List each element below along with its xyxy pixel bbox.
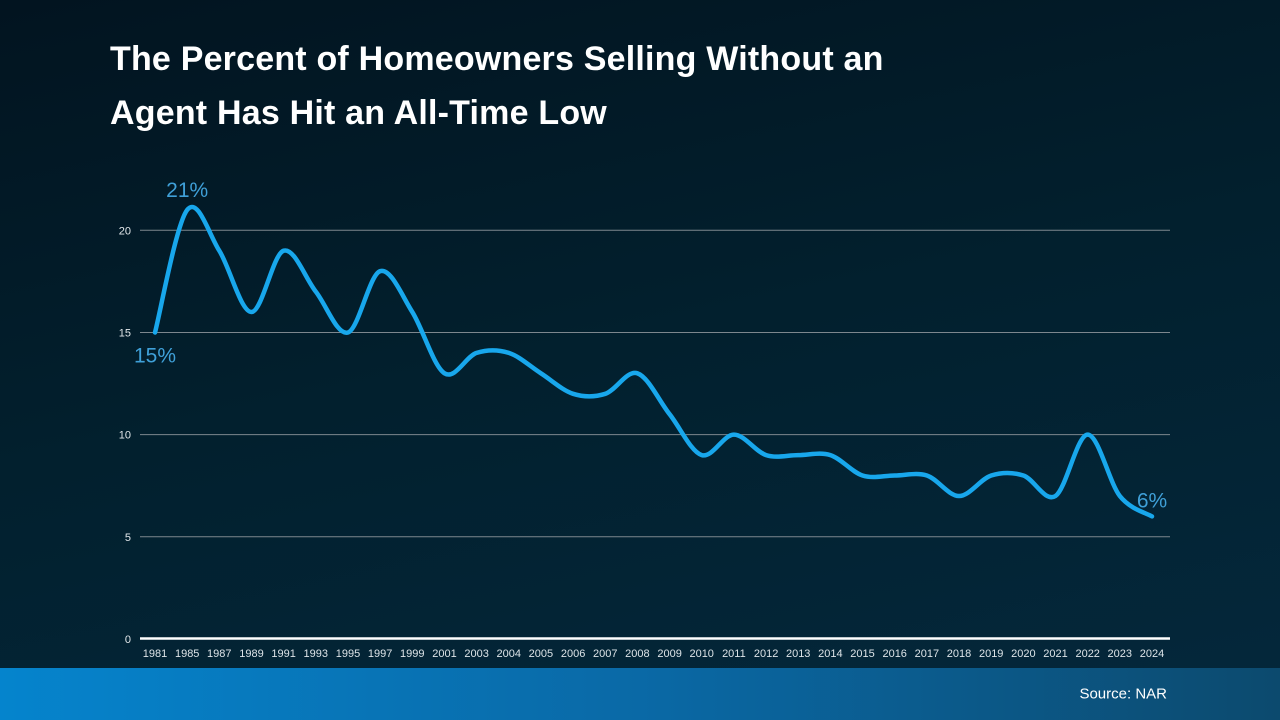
x-tick-label-2016: 2016 xyxy=(882,648,906,660)
x-tick-label-2003: 2003 xyxy=(464,648,488,660)
x-tick-label-1997: 1997 xyxy=(368,648,392,660)
x-tick-label-2014: 2014 xyxy=(818,648,842,660)
x-tick-label-2010: 2010 xyxy=(689,648,713,660)
x-tick-label-2013: 2013 xyxy=(786,648,810,660)
x-tick-label-2004: 2004 xyxy=(497,648,521,660)
chart-title-line1: The Percent of Homeowners Selling Withou… xyxy=(110,40,884,78)
x-tick-label-2011: 2011 xyxy=(722,648,746,660)
x-tick-label-1999: 1999 xyxy=(400,648,424,660)
x-tick-label-2018: 2018 xyxy=(947,648,971,660)
x-tick-label-2021: 2021 xyxy=(1043,648,1067,660)
x-tick-label-1993: 1993 xyxy=(304,648,328,660)
x-tick-label-2007: 2007 xyxy=(593,648,617,660)
x-tick-label-2012: 2012 xyxy=(754,648,778,660)
annotation-1985: 21% xyxy=(166,179,208,202)
source-text: Source: NAR xyxy=(1079,685,1167,703)
x-tick-label-1995: 1995 xyxy=(336,648,360,660)
x-tick-label-1989: 1989 xyxy=(239,648,263,660)
annotation-1981: 15% xyxy=(134,345,176,368)
x-tick-label-1987: 1987 xyxy=(207,648,231,660)
x-tick-label-2017: 2017 xyxy=(915,648,939,660)
y-tick-label-20: 20 xyxy=(119,225,131,237)
x-tick-label-2008: 2008 xyxy=(625,648,649,660)
x-tick-label-2015: 2015 xyxy=(850,648,874,660)
y-tick-label-15: 15 xyxy=(119,328,131,340)
chart-title: The Percent of Homeowners Selling Withou… xyxy=(110,32,1130,140)
x-tick-label-1981: 1981 xyxy=(143,648,167,660)
y-tick-label-0: 0 xyxy=(125,634,131,646)
x-tick-label-2022: 2022 xyxy=(1075,648,1099,660)
x-tick-label-2023: 2023 xyxy=(1108,648,1132,660)
x-tick-label-2020: 2020 xyxy=(1011,648,1035,660)
fsbo-data-line xyxy=(152,204,1155,519)
x-tick-label-2009: 2009 xyxy=(657,648,681,660)
y-tick-label-5: 5 xyxy=(125,532,131,544)
footer-bar: Source: NAR xyxy=(0,668,1280,720)
x-tick-label-1985: 1985 xyxy=(175,648,199,660)
annotation-2024: 6% xyxy=(1137,489,1167,512)
x-tick-label-2005: 2005 xyxy=(529,648,553,660)
chart-title-line2: Agent Has Hit an All-Time Low xyxy=(110,94,607,132)
x-tick-label-1991: 1991 xyxy=(271,648,295,660)
x-tick-label-2001: 2001 xyxy=(432,648,456,660)
x-tick-label-2006: 2006 xyxy=(561,648,585,660)
x-tick-label-2024: 2024 xyxy=(1140,648,1164,660)
y-tick-label-10: 10 xyxy=(119,430,131,442)
x-tick-label-2019: 2019 xyxy=(979,648,1003,660)
